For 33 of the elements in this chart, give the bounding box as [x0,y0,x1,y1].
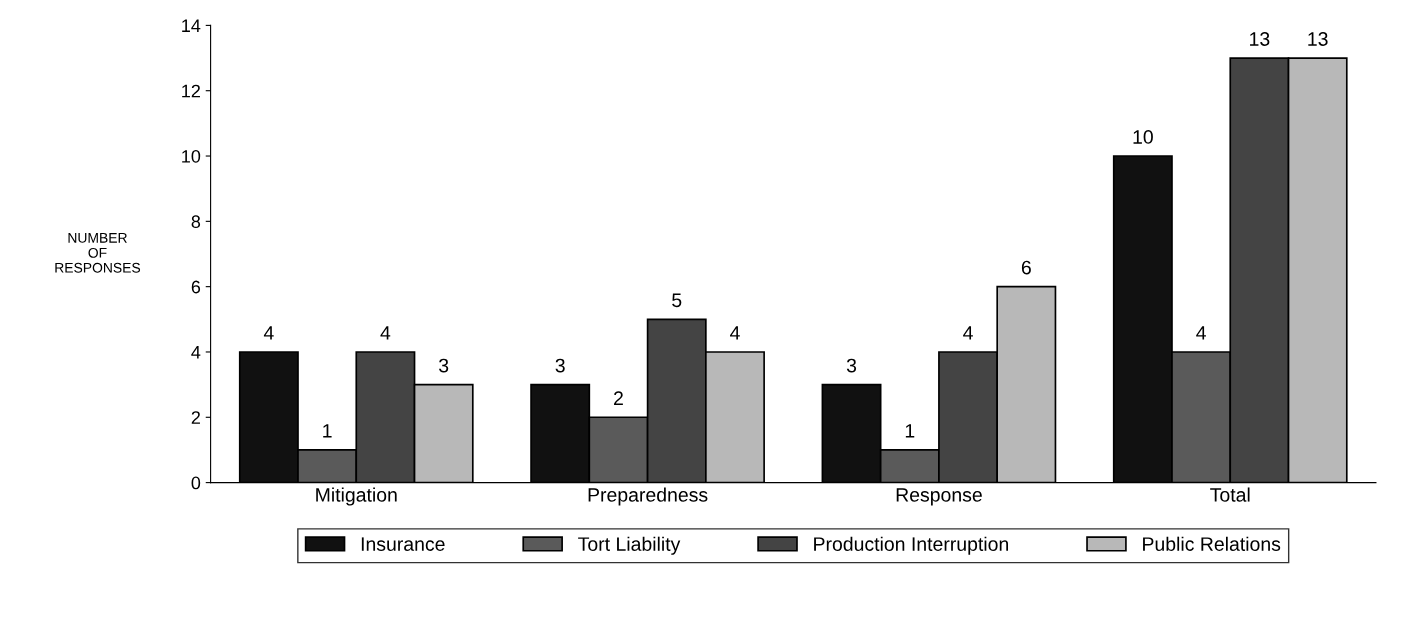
data-label: 13 [1250,32,1270,46]
x-tick-label: Preparedness [588,487,708,506]
data-label: 6 [1021,260,1031,275]
data-label: 1 [905,424,915,438]
legend-label: Tort Liability [578,536,681,555]
data-label: 3 [846,358,857,373]
data-label: 4 [963,326,973,340]
data-label: 3 [439,358,449,373]
y-tick-label: 6 [191,280,201,294]
y-tick-label: 0 [191,476,201,490]
data-label: 13 [1308,32,1328,46]
data-label: 4 [1196,326,1206,340]
legend-label: Insurance [361,537,445,551]
y-tick-label: 8 [191,215,201,229]
x-tick-label: Mitigation [316,487,397,506]
y-tick-label: 10 [182,149,201,163]
x-tick-label: Total [1210,487,1250,502]
legend-label: Production Interruption [814,536,1009,555]
y-tick-label: 12 [182,84,200,98]
data-label: 5 [672,293,682,308]
legend-label: Public Relations [1143,536,1281,551]
y-tick-label: 2 [191,411,200,424]
x-tick-label: Response [896,488,982,506]
y-axis-title: NUMBER OF RESPONSES [55,233,141,273]
data-label: 3 [555,358,565,373]
data-label: 4 [380,326,391,340]
data-label: 1 [323,424,332,438]
data-label: 4 [263,326,274,340]
data-label: 10 [1133,130,1153,144]
y-tick-label: 14 [182,19,201,32]
data-label: 4 [730,326,740,340]
y-tick-label: 4 [191,346,201,359]
data-label: 2 [614,391,623,405]
